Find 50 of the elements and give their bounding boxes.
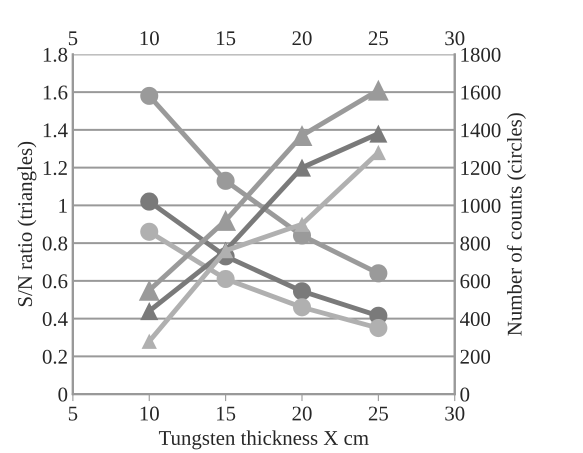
point [294, 216, 310, 232]
point [216, 172, 235, 190]
y2-tick-label: 1600 [461, 85, 500, 100]
x2-tick-label: 5 [68, 406, 78, 421]
point [140, 302, 158, 320]
point [292, 298, 312, 316]
point [138, 280, 160, 301]
point [369, 264, 388, 282]
point [292, 282, 312, 300]
y2-tick-label: 1400 [461, 123, 500, 138]
y2-tick-label: 600 [460, 274, 490, 288]
y2-tick-label: 1200 [461, 160, 500, 176]
x-tick-label: 25 [368, 31, 388, 46]
x2-tick-label: 30 [445, 406, 464, 421]
y2-tick-label: 400 [460, 312, 490, 326]
y2-tick-label: 200 [460, 350, 490, 364]
x-axis-title: Tungsten thickness X cm [158, 430, 369, 450]
y-tick-label: 1.8 [44, 48, 68, 62]
y2-axis-title: Number of counts (circles) [506, 113, 526, 336]
y-tick-label: 1.4 [44, 123, 68, 138]
y2-tick-label: 0 [460, 387, 470, 402]
point [142, 334, 157, 349]
point [216, 270, 235, 288]
x2-tick-label: 10 [140, 406, 159, 421]
point [369, 124, 388, 143]
y-tick-label: 0.2 [42, 350, 67, 364]
x-tick-label: 5 [68, 31, 78, 46]
y-tick-label: 0.8 [42, 236, 68, 251]
x2-tick-label: 15 [217, 406, 236, 421]
x-tick-label: 15 [217, 31, 236, 46]
point [140, 222, 158, 241]
point [140, 86, 158, 105]
y2-tick-label: 800 [460, 236, 490, 251]
x-tick-label: 20 [292, 31, 312, 46]
y-tick-label: 1 [59, 198, 67, 213]
x-tick-label: 10 [140, 31, 159, 46]
x-tick-label: 30 [445, 31, 464, 46]
point [369, 319, 388, 338]
y-tick-label: 0.6 [42, 274, 68, 288]
y2-tick-label: 1000 [461, 198, 500, 213]
y-tick-label: 0.4 [42, 312, 68, 326]
y-axis-title: S/N ratio (triangles) [17, 142, 36, 306]
x2-tick-label: 25 [368, 406, 388, 421]
y-tick-label: 0 [58, 387, 68, 402]
x2-tick-label: 20 [292, 406, 312, 421]
y-tick-label: 1.2 [44, 161, 67, 176]
y2-tick-label: 1800 [461, 48, 500, 62]
point [140, 192, 158, 211]
y-tick-label: 1.6 [44, 86, 68, 100]
point [368, 80, 389, 101]
